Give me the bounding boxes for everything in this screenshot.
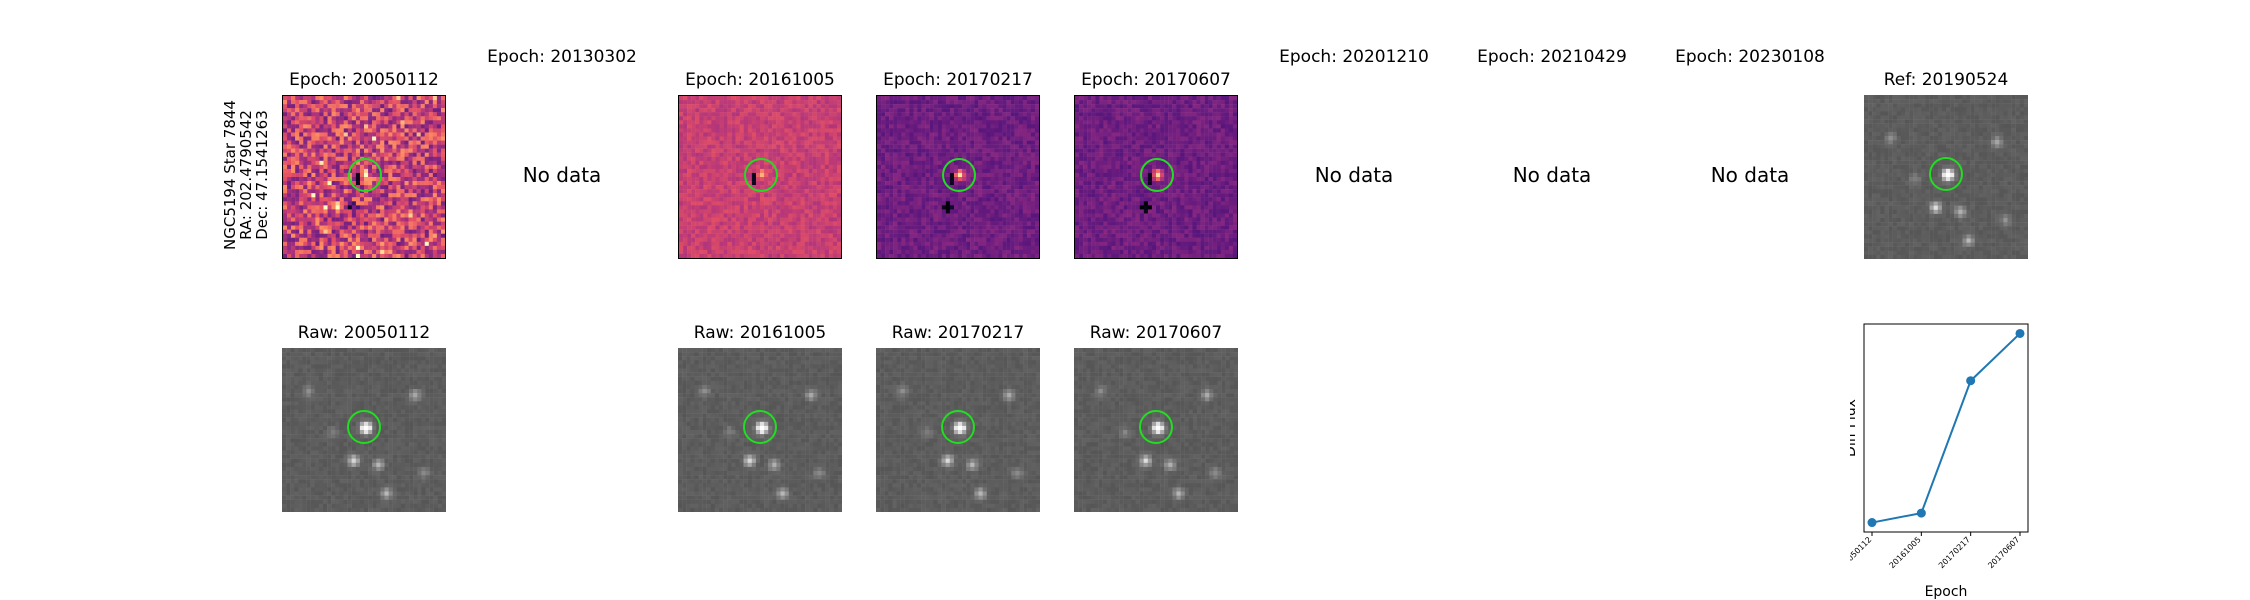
diff-panel-20050112 [282,95,446,259]
epoch-title-4: Epoch: 20170217 [883,70,1033,90]
series-line [1871,332,2021,524]
pixel-image [877,96,1039,258]
data-point [1966,376,1976,386]
aperture-ring [744,157,778,192]
pixel-image [678,348,842,512]
target-ra: RA: 202.4790542 [237,110,255,240]
aperture-ring [743,409,777,444]
x-tick-label: 20161005 [1888,535,1923,570]
raw-panel-20050112 [282,348,446,512]
aperture-ring [942,157,976,192]
epoch-title-2: Epoch: 20130302 [487,47,637,67]
aperture-ring [1929,156,1963,191]
ref-panel [1864,95,2028,259]
x-tick-label: 20050112 [1850,535,1873,570]
y-axis-label: Diff Flux [1850,399,1859,457]
epoch-title-8: Epoch: 20230108 [1675,47,1825,67]
x-axis-label: Epoch [1925,584,1968,600]
data-point [1867,518,1877,528]
aperture-ring [941,409,975,444]
epoch-title-5: Epoch: 20170607 [1081,70,1231,90]
raw-panel-20161005 [678,348,842,512]
raw-title-2: Raw: 20161005 [693,323,827,343]
epoch-title-6: Epoch: 20201210 [1279,47,1429,67]
raw-title-3: Raw: 20170217 [891,323,1025,343]
data-point [2015,328,2025,338]
pixel-image [876,348,1040,512]
raw-panel-20170607 [1074,348,1238,512]
aperture-ring [1139,409,1173,444]
pixel-image [679,96,841,258]
target-label: NGC5194 Star 7844 RA: 202.4790542 Dec: 4… [221,95,271,255]
x-tick-label: 20170607 [1986,535,2021,570]
x-tick-label: 20170217 [1937,535,1972,570]
diff-panel-20170217 [876,95,1040,259]
nodata-20230108: No data [1710,163,1790,187]
pixel-image [1864,95,2028,259]
epoch-title-3: Epoch: 20161005 [685,70,835,90]
target-dec: Dec: 47.1541263 [253,110,271,240]
target-name: NGC5194 Star 7844 [221,100,239,250]
chart-frame [1863,323,2029,533]
nodata-20210429: No data [1512,163,1592,187]
raw-title-4: Raw: 20170607 [1089,323,1223,343]
aperture-ring [348,157,382,192]
nodata-20130302: No data [522,163,602,187]
pixel-image [1075,96,1237,258]
nodata-20201210: No data [1314,163,1394,187]
epoch-title-7: Epoch: 20210429 [1477,47,1627,67]
diff-panel-20161005 [678,95,842,259]
aperture-ring [347,409,381,444]
ref-title: Ref: 20190524 [1883,70,2009,90]
diff-panel-20170607 [1074,95,1238,259]
epoch-title-1: Epoch: 20050112 [289,70,439,90]
diff-flux-chart: 20050112 20161005 20170217 20170607 Epoch D… [1850,323,2029,600]
raw-panel-20170217 [876,348,1040,512]
data-point [1916,508,1926,518]
raw-title-1: Raw: 20050112 [297,323,431,343]
aperture-ring [1140,157,1174,192]
pixel-image [283,96,445,258]
